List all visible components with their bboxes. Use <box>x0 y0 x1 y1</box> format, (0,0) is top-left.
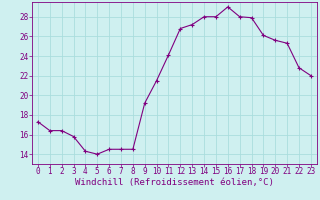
X-axis label: Windchill (Refroidissement éolien,°C): Windchill (Refroidissement éolien,°C) <box>75 178 274 187</box>
